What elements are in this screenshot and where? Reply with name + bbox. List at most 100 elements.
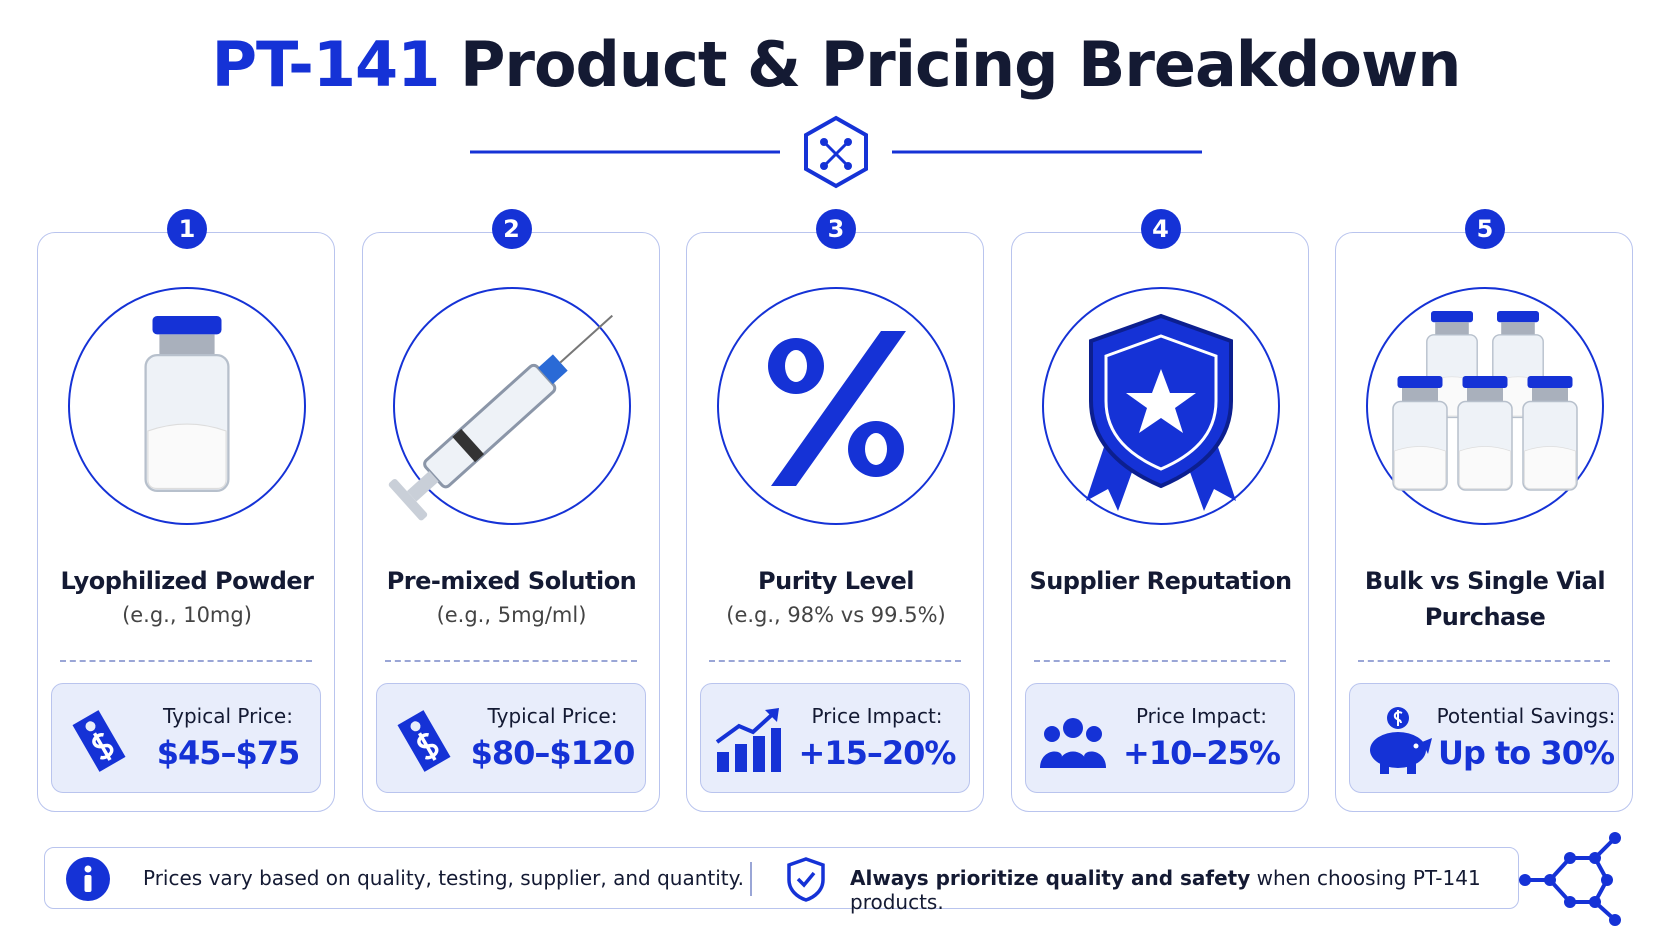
price-value: $80–$120 [470, 734, 636, 772]
icon-shape [85, 721, 96, 732]
shield-icon [787, 857, 825, 902]
icon-shape [1564, 852, 1576, 864]
icon-shape [1532, 388, 1568, 402]
card-subtitle: (e.g., 98% vs 99.5%) [726, 603, 946, 627]
footer-advice: Always prioritize quality and safety whe… [850, 866, 1518, 914]
icon-shape [1519, 832, 1621, 926]
icon-shape [1544, 874, 1556, 886]
title-divider [470, 115, 1202, 189]
price-box: Typical Price: $80–$120 [375, 683, 646, 793]
icon-shape [1104, 334, 1217, 471]
icon-shape [1435, 322, 1469, 335]
icon-shape [1043, 726, 1060, 742]
icon-shape [820, 138, 852, 170]
icon-shape [820, 162, 828, 170]
divider [1358, 660, 1610, 662]
illustration [68, 287, 306, 525]
icon-shape [72, 710, 126, 772]
icon-shape [92, 732, 114, 761]
card: 5 Bulk vs Single Vial Purchase Potential… [1335, 209, 1633, 812]
icon-shape [410, 721, 420, 732]
footer: Prices vary based on quality, testing, s… [44, 847, 1519, 914]
icon-shape [406, 471, 439, 502]
step-number: 4 [1140, 209, 1181, 249]
info-icon [66, 857, 110, 901]
icon-shape [765, 708, 779, 722]
icon-shape [1039, 718, 1106, 768]
icon-shape [1564, 896, 1576, 908]
advice-bold: Always prioritize quality and safety [850, 866, 1251, 890]
price-icon [1370, 707, 1432, 774]
price-label: Price Impact: [811, 704, 943, 728]
icon-shape [1609, 832, 1621, 844]
icon-shape [1039, 751, 1062, 768]
illustration [1366, 287, 1604, 525]
price-box: Price Impact: +10–25% [1024, 683, 1295, 793]
icon-shape [144, 316, 230, 492]
icon-shape [717, 752, 729, 772]
icon-shape [1083, 751, 1106, 768]
icon-shape [1422, 738, 1432, 754]
icon-shape [1497, 311, 1539, 323]
step-number: 1 [167, 209, 207, 249]
icon-shape [735, 744, 747, 772]
card: 3 Purity Level (e.g., 98% vs 99.5%) Price… [686, 209, 984, 812]
separator [750, 862, 752, 896]
icon-shape [1380, 758, 1389, 774]
icon-shape [1394, 446, 1446, 489]
icon-shape [152, 316, 222, 335]
title-rest: Product & Pricing Breakdown [459, 28, 1461, 101]
illustration [388, 287, 631, 525]
price-icon [72, 710, 126, 772]
icon-shape [416, 732, 438, 761]
step-number: 3 [816, 209, 856, 249]
icon-shape [159, 334, 215, 356]
icon-shape [1467, 388, 1503, 402]
title-highlight: PT-141 [211, 28, 441, 101]
icon-shape [1459, 446, 1511, 489]
icon-shape [397, 710, 450, 772]
price-value: $45–$75 [156, 734, 301, 772]
icon-shape [1525, 856, 1610, 904]
icon-shape [787, 857, 825, 902]
icon-shape [388, 314, 613, 521]
icon-shape [820, 138, 828, 146]
molecule-decoration [1519, 832, 1621, 926]
divider [1033, 660, 1286, 662]
icon-shape [1370, 707, 1432, 774]
step-number: 5 [1465, 209, 1505, 249]
icon-shape [451, 428, 484, 463]
price-box: Potential Savings: Up to 30% [1349, 683, 1619, 793]
card: 4 Supplier Reputation Price Impact: +10–… [1010, 209, 1309, 812]
icon-shape [1397, 376, 1443, 388]
icon-shape [1370, 732, 1426, 768]
price-icon [715, 708, 781, 772]
icon-shape [1402, 388, 1438, 402]
icon-shape [388, 478, 427, 521]
icon-shape [865, 433, 887, 465]
icon-shape [844, 138, 852, 146]
card-title: Lyophilized Powder [60, 567, 314, 595]
icon-shape [1057, 751, 1088, 768]
card-title: Supplier Reputation [1029, 567, 1292, 595]
icon-shape [771, 331, 906, 486]
icon-shape [84, 865, 92, 873]
card: 1 Lyophilized Powder (e.g., 10mg) Typical… [37, 209, 335, 812]
icon-shape [844, 162, 852, 170]
icon-shape [1392, 376, 1448, 491]
icon-shape [717, 728, 781, 772]
icon-shape [1522, 376, 1578, 491]
price-value: Up to 30% [1437, 734, 1615, 772]
icon-shape [715, 710, 777, 744]
price-value: +10–25% [1123, 734, 1281, 772]
icon-shape [1431, 311, 1473, 323]
icon-shape [1062, 718, 1083, 738]
price-icon [1039, 718, 1106, 768]
icon-shape [1407, 758, 1416, 774]
price-label: Typical Price: [487, 704, 618, 728]
icon-shape [1457, 376, 1513, 491]
icon-shape [796, 871, 816, 888]
icon-shape [1589, 896, 1601, 908]
title: PT-141 Product & Pricing Breakdown [0, 28, 1672, 101]
